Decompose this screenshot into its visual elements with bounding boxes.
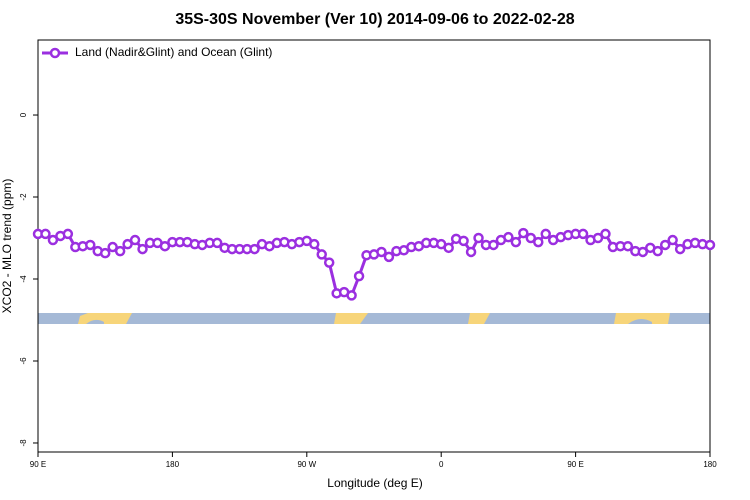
data-point [510,236,522,248]
y-tick-label: 0 [19,112,28,117]
data-point [622,240,634,252]
data-point [114,245,126,257]
x-tick-label: 90 E [567,460,583,469]
x-tick-label: 90 W [297,460,316,469]
x-tick-label: 180 [703,460,717,469]
data-point [659,239,671,251]
data-point [443,242,454,254]
data-point [137,243,148,255]
data-point [473,232,484,244]
x-tick-label: 180 [166,460,180,469]
data-point [488,239,499,251]
data-point [458,235,469,247]
data-point [323,257,335,268]
data-point [107,241,118,253]
data-point [309,238,320,250]
data-point [503,231,514,243]
data-point [674,243,686,255]
y-tick-label: -8 [19,439,28,447]
y-axis-label: XCO2 - MLO trend (ppm) [0,179,14,314]
data-point [667,234,678,246]
data-point [652,245,663,257]
data-point [159,240,171,252]
x-tick-label: 90 E [30,460,46,469]
data-point [518,227,529,239]
data-point [376,246,387,258]
data-point [47,234,59,246]
y-tick-label: -2 [19,193,28,201]
data-point [316,249,327,260]
data-point [346,290,357,301]
y-tick-label: -6 [19,357,28,365]
data-point [62,228,74,240]
data-point [211,237,223,249]
data-point [540,228,551,240]
data-point [353,270,365,282]
data-point [99,247,111,259]
chart-title: 35S-30S November (Ver 10) 2014-09-06 to … [175,11,574,28]
legend-marker [49,47,61,59]
data-point [533,236,544,248]
x-tick-label: 0 [439,460,444,469]
data-point [637,246,649,258]
data-point [40,228,51,240]
land-ocean-strip [38,313,710,324]
data-point [600,228,611,240]
y-tick-label: -4 [19,275,28,283]
data-point [129,234,141,246]
data-point [249,243,260,255]
x-axis-label: Longitude (deg E) [327,476,422,490]
data-point [85,239,96,251]
data-point [704,239,716,251]
data-point [525,232,537,244]
legend: Land (Nadir&Glint) and Ocean (Glint) [42,45,272,59]
data-point [577,228,589,240]
data-point [592,232,604,244]
data-point [383,251,395,263]
legend-label: Land (Nadir&Glint) and Ocean (Glint) [75,45,272,59]
data-point [122,238,133,250]
data-point [465,246,477,258]
